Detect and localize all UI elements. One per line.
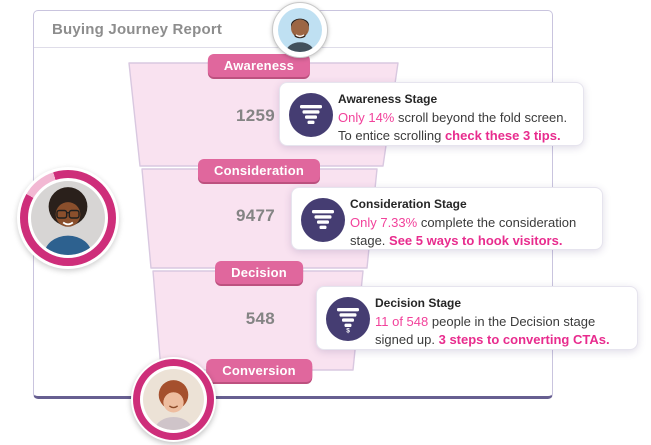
tooltip-awareness-stage: Awareness Stage Only 14% scroll beyond t…	[279, 82, 584, 146]
tooltip-body: 11 of 548 people in the Decision stage si…	[375, 313, 627, 348]
avatar-young-bottom	[131, 357, 216, 442]
stage-badge-decision: Decision	[215, 261, 303, 284]
tooltip-text: people in the Decision stage	[428, 314, 596, 329]
stage-badge-awareness: Awareness	[207, 54, 311, 77]
stage-badge-consideration: Consideration	[198, 159, 320, 182]
avatar-male-top	[272, 2, 328, 58]
funnel-dollar-icon: $	[326, 297, 370, 341]
tooltip-text: Only 14%	[338, 110, 395, 125]
stage-value-consideration: 9477	[235, 206, 275, 225]
stage-value-decision: 548	[245, 309, 275, 328]
avatar-photo	[278, 8, 322, 52]
avatar-photo	[31, 181, 105, 255]
stage-badge-conversion: Conversion	[206, 359, 312, 382]
stage-value-awareness: 1259	[235, 106, 275, 125]
tooltip-text: 11 of 548	[375, 314, 429, 329]
tooltip-text: stage.	[350, 232, 390, 248]
tooltip-text: scroll beyond the fold screen.	[394, 110, 568, 125]
avatar-ring	[133, 359, 214, 440]
tooltip-title: Consideration Stage	[350, 197, 467, 211]
funnel-icon	[289, 93, 333, 137]
page-title: Buying Journey Report	[52, 20, 223, 38]
tooltip-text: signed up.	[375, 331, 439, 347]
tooltip-consideration-stage: Consideration Stage Only 7.33% complete …	[291, 187, 603, 250]
avatar-progress-ring	[20, 170, 116, 266]
funnel-icon	[301, 198, 345, 242]
tooltip-link[interactable]: check these 3 tips.	[444, 127, 561, 143]
tooltip-title: Decision Stage	[375, 296, 462, 310]
tooltip-text: Only 7.33%	[350, 215, 418, 230]
tooltip-text: complete the consideration	[417, 215, 577, 230]
tooltip-link[interactable]: 3 steps to converting CTAs.	[438, 331, 610, 347]
tooltip-link[interactable]: See 5 ways to hook visitors.	[389, 232, 563, 248]
tooltip-text: To entice scrolling	[338, 127, 445, 143]
tooltip-title: Awareness Stage	[338, 92, 438, 106]
avatar-photo	[143, 369, 204, 430]
svg-text:$: $	[346, 328, 350, 335]
avatar-female-left	[17, 167, 119, 269]
tooltip-body: Only 14% scroll beyond the fold screen. T…	[338, 109, 573, 144]
tooltip-decision-stage: $ Decision Stage 11 of 548 people in the…	[316, 286, 638, 350]
tooltip-body: Only 7.33% complete the consideration sta…	[350, 214, 592, 249]
